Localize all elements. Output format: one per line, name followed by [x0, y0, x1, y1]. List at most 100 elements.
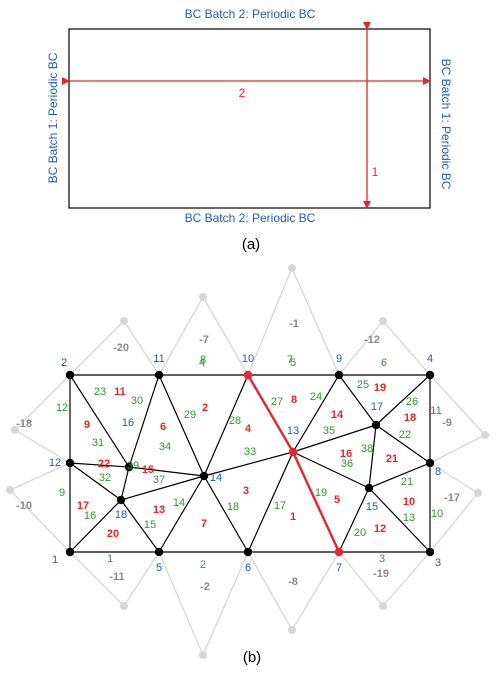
mesh-edge-34 — [368, 424, 377, 489]
node-label-2: 2 — [61, 357, 67, 369]
mesh-edge-24 — [203, 475, 249, 553]
caption-b: (b) — [243, 649, 261, 666]
ghost-edge-3 — [158, 296, 204, 376]
edge-label-21: 21 — [401, 476, 413, 488]
mesh-node-4 — [425, 370, 435, 380]
element-label-15: 15 — [142, 464, 154, 476]
mesh-node-10 — [243, 370, 253, 380]
element-label-8: 8 — [291, 394, 297, 406]
mesh-edge-21 — [120, 475, 205, 501]
node-label-8: 8 — [435, 466, 441, 478]
element-label-13: 13 — [153, 504, 165, 516]
mesh-edge-36 — [368, 487, 431, 553]
ghost-edge-10 — [123, 551, 160, 607]
ghost-edge-11 — [158, 551, 204, 656]
mesh-edge-14 — [128, 374, 160, 468]
mesh-edge-30 — [338, 374, 377, 426]
mesh-edges — [69, 374, 431, 553]
mesh-node-8 — [425, 458, 435, 468]
mesh-node-14 — [199, 471, 209, 481]
mesh-edge-33 — [292, 451, 370, 489]
edge-label-16: 16 — [84, 510, 96, 522]
element-label-18: 18 — [404, 412, 416, 424]
edge-label-32: 32 — [99, 472, 111, 484]
horizontal-arrow-label: 2 — [239, 86, 246, 100]
ghost-node-a4 — [379, 317, 387, 325]
edge-label-24: 24 — [310, 391, 322, 403]
mesh-edge-22 — [158, 374, 205, 477]
edge-label-33: 33 — [244, 446, 256, 458]
domain-rectangle — [68, 28, 431, 209]
mesh-edge-17 — [69, 499, 122, 553]
edge-label-20: 20 — [354, 527, 366, 539]
top-bc-label: BC Batch 2: Periodic BC — [185, 7, 316, 21]
ghost-label-m1: -1 — [289, 318, 299, 330]
mesh-node-16 — [124, 462, 134, 472]
edge-label-8: 8 — [200, 354, 206, 366]
ghost-node-a2 — [199, 293, 207, 301]
mesh-node-17 — [371, 420, 381, 430]
element-label-12: 12 — [374, 523, 386, 535]
element-label-2: 2 — [202, 402, 208, 414]
ghost-node-b4 — [379, 602, 387, 610]
ghost-label-m17: -17 — [444, 492, 460, 504]
node-label-1: 1 — [52, 554, 58, 566]
element-label-3: 3 — [243, 485, 249, 497]
mesh-node-6 — [243, 547, 253, 557]
element-label-17: 17 — [77, 500, 89, 512]
left-bc-label: BC Batch 1: Periodic BC — [46, 52, 60, 183]
ghost-label-m12: -12 — [364, 334, 380, 346]
ghost-edge-24 — [429, 492, 479, 553]
edge-label-35: 35 — [323, 425, 335, 437]
edge-label-7: 7 — [287, 354, 293, 366]
edge-label-10: 10 — [431, 508, 443, 520]
ghost-edge-16 — [382, 551, 431, 607]
mesh-edge-37 — [338, 487, 370, 553]
node-label-13: 13 — [287, 425, 299, 437]
node-label-7: 7 — [336, 562, 342, 574]
mesh-edge-38 — [246, 374, 295, 453]
element-label-20: 20 — [107, 528, 119, 540]
ghost-label-m9: -9 — [442, 417, 452, 429]
element-label-19: 19 — [374, 382, 386, 394]
element-label-22: 22 — [98, 458, 110, 470]
mesh-node-18 — [116, 495, 126, 505]
ghost-label-m10: -10 — [16, 500, 32, 512]
node-label-9: 9 — [336, 353, 342, 365]
element-label-1: 1 — [290, 511, 296, 523]
ghost-node-b1 — [120, 602, 128, 610]
panel-a: 2 1 BC Batch 2: Periodic BC BC Batch 2: … — [46, 7, 453, 253]
node-label-11: 11 — [153, 353, 164, 365]
element-label-4: 4 — [245, 423, 252, 435]
mesh-node-2 — [65, 370, 75, 380]
element-label-10: 10 — [403, 496, 415, 508]
ghost-node-a3 — [288, 264, 296, 272]
mesh-edge-15 — [69, 462, 130, 468]
edge-label-23: 23 — [94, 386, 106, 398]
edge-label-26: 26 — [406, 396, 418, 408]
ghost-node-a1 — [120, 317, 128, 325]
ghost-edge-20 — [9, 489, 71, 553]
element-label-9: 9 — [84, 419, 90, 431]
ghost-label-m7: -7 — [199, 334, 209, 346]
ghost-edge-7 — [338, 320, 384, 376]
element-label-7: 7 — [201, 518, 207, 530]
node-label-17: 17 — [371, 401, 383, 413]
right-bc-label: BC Batch 1: Periodic BC — [439, 59, 453, 190]
edge-label-28: 28 — [229, 415, 241, 427]
mesh-node-3 — [425, 547, 435, 557]
ghost-label-m2: -2 — [200, 581, 210, 593]
ghost-label-m18: -18 — [16, 418, 32, 430]
element-label-16: 16 — [340, 448, 352, 460]
edge-label-34: 34 — [159, 441, 171, 453]
ghost-node-b3 — [288, 626, 296, 634]
ghost-edge-4 — [202, 296, 249, 376]
node-label-4: 4 — [427, 353, 433, 365]
edge-label-17: 17 — [274, 500, 286, 512]
edge-label-30: 30 — [131, 395, 143, 407]
node-label-18: 18 — [115, 509, 127, 521]
ghost-label-m20: -20 — [113, 342, 129, 354]
